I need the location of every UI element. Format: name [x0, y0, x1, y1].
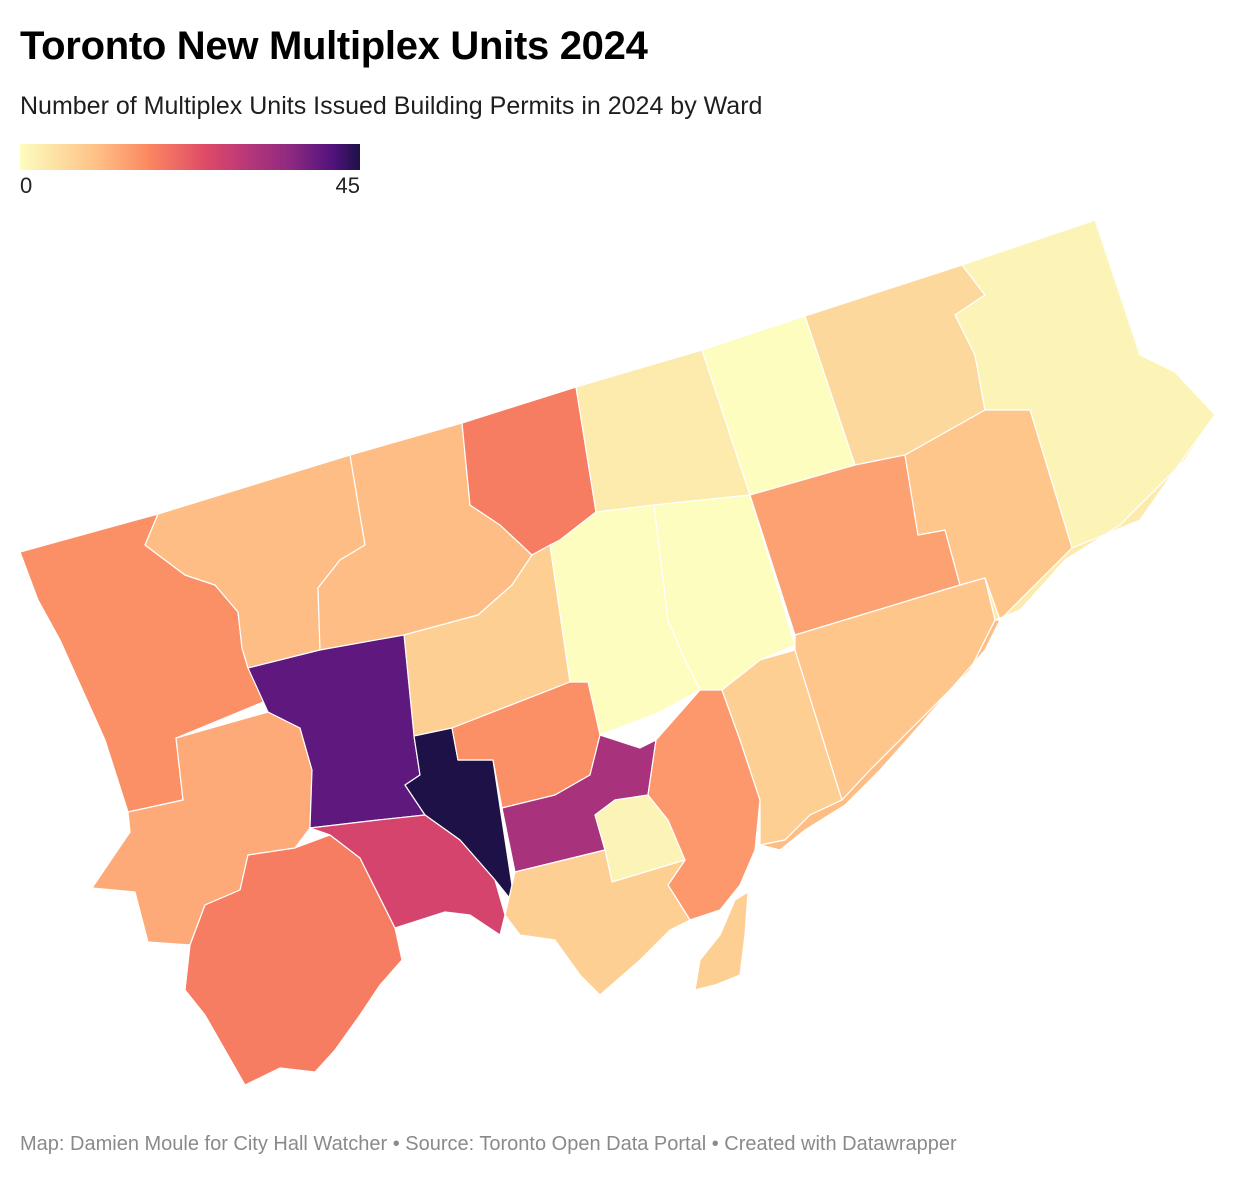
- ward-scarborough-rouge-park[interactable]: [984, 414, 1216, 621]
- toronto-ward-map: [19, 219, 1216, 1086]
- color-legend: 0 45: [20, 144, 360, 200]
- ward-beaches-east-york[interactable]: [759, 619, 1001, 851]
- legend-max-label: 45: [335, 173, 360, 198]
- chart-subtitle: Number of Multiplex Units Issued Buildin…: [20, 92, 763, 120]
- legend-min-label: 0: [20, 173, 33, 198]
- color-scale-bar: [20, 144, 360, 170]
- ward-spadina-fort-york[interactable]: [504, 849, 691, 996]
- ward-parkdale-high-park[interactable]: [309, 814, 506, 936]
- source-credit: Map: Damien Moule for City Hall Watcher …: [20, 1133, 957, 1155]
- ward-islands[interactable]: [694, 891, 749, 991]
- chart-title: Toronto New Multiplex Units 2024: [20, 24, 648, 68]
- ward-etobicoke-lakeshore[interactable]: [184, 834, 403, 1086]
